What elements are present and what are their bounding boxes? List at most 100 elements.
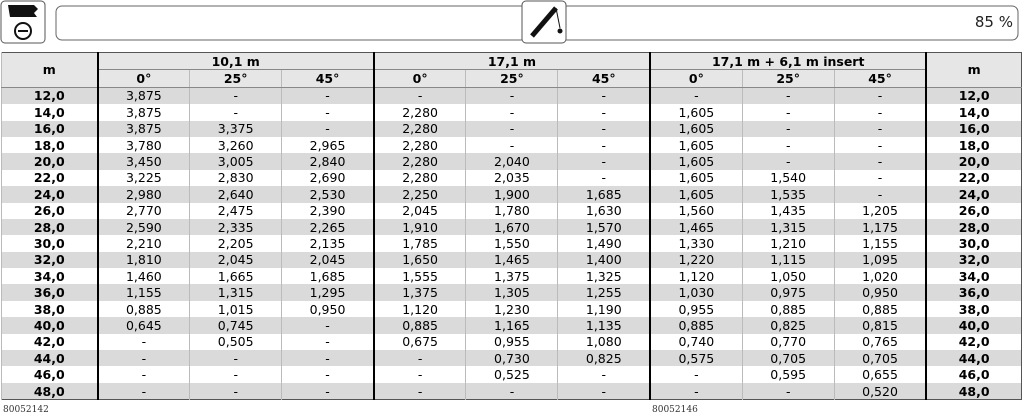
radius-label: 40,0 [0,317,98,334]
load-cell: 2,280 [372,136,466,154]
load-cell: 1,255 [557,284,651,301]
group-header: 17,1 m + 6,1 m insert [649,52,927,71]
load-cell: - [465,120,558,137]
load-cell: 1,910 [372,218,466,236]
header-row: m 10,1 m 17,1 m 17,1 m + 6,1 m insert m [0,52,1022,88]
load-cell: 0,705 [741,350,835,367]
load-cell: 2,250 [372,186,466,203]
load-cell: - [281,366,374,383]
data-row: 42,0-0,505-0,675 0,955 1,080 0,740 0,770 0,76… [0,333,1022,351]
radius-label: 26,0 [0,202,98,219]
code-right: 80052146 [652,405,698,415]
load-cell: 1,605 [649,153,743,170]
load-cell: 2,690 [281,169,374,187]
load-cell: 1,375 [372,284,466,301]
data-row: 36,0 1,155 1,315 1,295 1,375 1,305 1,255 1,030 0… [0,284,1022,301]
load-cell: 0,885 [833,300,927,318]
radius-label: 38,0 [0,300,98,318]
load-cell: 2,530 [281,186,374,203]
radius-label: 42,0 [0,333,98,351]
radius-label: 22,0 [925,169,1022,187]
data-row: 26,0 2,770 2,475 2,390 2,045 1,780 1,630 1,560 1… [0,202,1022,219]
radius-label: 48,0 [925,382,1022,400]
data-row: 46,0- - - -0,525- -0,595 0,655 46,0 [0,366,1022,383]
load-cell: - [281,382,374,400]
load-cell: 2,640 [189,186,282,203]
load-table: m 10,1 m 17,1 m 17,1 m + 6,1 m insert m 0° 25°… [0,52,1022,401]
load-cell: - [741,136,835,154]
load-cell: 2,035 [465,169,558,187]
load-cell: 1,605 [649,186,743,203]
load-cell: 0,575 [649,350,743,367]
load-cell: - [96,350,190,367]
load-cell: 0,955 [649,300,743,318]
load-cell: 1,375 [465,268,558,285]
data-row: 40,0 0,645 0,745-0,885 1,165 1,135 0,885 0,825… [0,317,1022,334]
load-cell: 1,120 [649,268,743,285]
radius-label: 30,0 [0,235,98,252]
load-cell: 3,450 [96,153,190,170]
load-cell: 1,210 [741,235,835,252]
load-cell: 0,595 [741,366,835,383]
radius-label: 16,0 [925,120,1022,137]
load-cell: 0,885 [741,300,835,318]
radius-label: 20,0 [925,153,1022,170]
load-cell: 3,375 [189,120,282,137]
radius-label: 48,0 [0,382,98,400]
load-cell: 0,815 [833,317,927,334]
load-cell: - [741,120,835,137]
radius-label: 36,0 [925,284,1022,301]
radius-label: 42,0 [925,333,1022,351]
load-cell: 1,435 [741,202,835,219]
load-cell: - [741,87,835,105]
load-cell: 0,745 [189,317,282,334]
load-cell: 1,305 [465,284,558,301]
radius-label: 34,0 [925,268,1022,285]
load-cell: - [741,382,835,400]
load-cell: 1,165 [465,317,558,334]
load-cell: 0,655 [833,366,927,383]
mode-icon[interactable] [0,0,46,44]
load-cell: 1,020 [833,268,927,285]
load-cell: - [557,87,651,105]
load-cell: 1,810 [96,251,190,269]
boom-icon[interactable] [521,0,567,44]
load-cell: 1,330 [649,235,743,252]
radius-label: 36,0 [0,284,98,301]
load-cell: 1,460 [96,268,190,285]
load-cell: 1,670 [465,218,558,236]
load-cell: 1,550 [465,235,558,252]
load-cell: 1,115 [741,251,835,269]
load-cell: - [189,104,282,121]
load-cell: 2,280 [372,104,466,121]
load-cell: - [557,120,651,137]
load-cell: 1,325 [557,268,651,285]
angle-header: 0° [649,69,743,88]
angle-header: 0° [96,69,190,88]
radius-label: 16,0 [0,120,98,137]
load-cell: 3,260 [189,136,282,154]
radius-label: 38,0 [925,300,1022,318]
load-cell: 1,400 [557,251,651,269]
load-cell: 0,885 [649,317,743,334]
load-cell: - [465,104,558,121]
load-cell: - [281,333,374,351]
load-cell: 3,875 [96,120,190,137]
radius-label: 46,0 [925,366,1022,383]
load-cell: 1,155 [96,284,190,301]
load-cell: 1,205 [833,202,927,219]
load-cell: - [96,382,190,400]
data-row: 30,0 2,210 2,205 2,135 1,785 1,550 1,490 1,330 1… [0,235,1022,252]
data-row: 18,0 3,780 3,260 2,965 2,280- -1,605- -18,0 [0,136,1022,154]
load-cell: - [833,87,927,105]
radius-label: 24,0 [0,186,98,203]
data-row: 22,0 3,225 2,830 2,690 2,280 2,035-1,605 1,540… [0,169,1022,187]
radius-label: 14,0 [0,104,98,121]
load-cell: - [833,186,927,203]
load-cell: - [833,136,927,154]
load-cell: 1,050 [741,268,835,285]
data-row: 28,0 2,590 2,335 2,265 1,910 1,670 1,570 1,465 1… [0,218,1022,236]
load-cell: 3,875 [96,87,190,105]
load-cell: - [281,104,374,121]
load-cell: 3,875 [96,104,190,121]
